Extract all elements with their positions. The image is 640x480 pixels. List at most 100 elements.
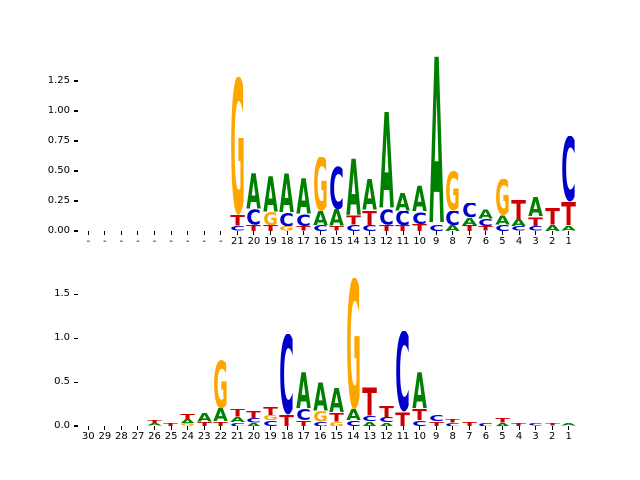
x-tick-label: - [185, 236, 190, 247]
svg-text:C: C [445, 423, 460, 427]
svg-text:G: G [313, 411, 328, 422]
svg-text:A: A [346, 409, 361, 420]
logo-letter-T: T [462, 225, 477, 231]
x-tick [551, 231, 553, 235]
x-tick [303, 231, 305, 235]
logo-letter-T: T [230, 215, 245, 226]
logo-letter-T: T [379, 225, 394, 231]
logo-letter-G: G [263, 415, 278, 420]
logo-letter-C: C [561, 136, 576, 202]
x-tick-label: 21 [231, 431, 244, 442]
svg-text:T: T [180, 414, 195, 419]
logo-letter-A: A [329, 388, 344, 413]
x-tick [369, 426, 371, 430]
x-tick-label: - [119, 236, 124, 247]
x-tick [120, 231, 122, 235]
x-tick [468, 426, 470, 430]
svg-text:T: T [512, 200, 527, 219]
logo-letter-C: C [329, 166, 344, 209]
x-tick-label: 10 [413, 236, 426, 247]
logo-letter-A: A [313, 382, 328, 411]
logo-letter-A: A [296, 372, 311, 409]
svg-text:C: C [512, 226, 527, 231]
y-tick [74, 140, 78, 142]
svg-text:T: T [296, 421, 311, 426]
x-tick [253, 231, 255, 235]
y-tick-label: 0.5 [54, 376, 70, 388]
svg-text:A: A [363, 179, 378, 210]
logo-letter-A: A [495, 215, 510, 225]
logo-letter-G: G [213, 360, 228, 408]
svg-text:A: A [313, 211, 328, 225]
logo-letter-A: A [363, 179, 378, 210]
x-tick-label: - [103, 236, 107, 247]
x-tick [452, 231, 454, 235]
logo-letter-C: C [528, 423, 543, 426]
x-tick [485, 426, 487, 430]
svg-text:C: C [280, 213, 295, 226]
logo-letter-C: C [495, 225, 510, 231]
svg-text:C: C [247, 418, 262, 422]
svg-text:C: C [313, 225, 328, 231]
x-tick [154, 426, 156, 430]
svg-text:T: T [230, 215, 245, 226]
svg-text:C: C [561, 136, 576, 202]
x-tick [319, 231, 321, 235]
y-tick [74, 293, 78, 295]
logo-letter-T: T [213, 422, 228, 426]
logo-letter-T: T [296, 226, 311, 231]
y-tick-label: 0.00 [47, 225, 70, 236]
x-tick-label: 1 [565, 236, 572, 247]
svg-text:C: C [412, 421, 427, 426]
logo-letter-T: T [512, 200, 527, 219]
logo-letter-C: C [280, 334, 295, 415]
svg-text:C: C [495, 225, 510, 231]
x-tick-label: 3 [532, 236, 539, 247]
x-tick [336, 426, 338, 430]
logo-letter-A: A [346, 409, 361, 420]
svg-text:A: A [147, 423, 162, 426]
logo-letter-T: T [429, 422, 444, 426]
x-tick-label: - [136, 236, 140, 247]
logo-letter-C: C [313, 225, 328, 231]
x-tick-label: 5 [499, 431, 506, 442]
x-tick [501, 426, 503, 430]
logo-letter-C: C [363, 225, 378, 231]
x-tick-label: - [169, 236, 173, 247]
logo-letter-C: C [462, 203, 477, 217]
logo-letter-C: C [396, 331, 411, 412]
logo-letter-C: C [445, 423, 460, 427]
svg-text:G: G [263, 415, 278, 420]
logo-letter-G: G [346, 278, 361, 410]
svg-text:C: C [230, 423, 245, 427]
logo-letter-A: A [412, 372, 427, 409]
y-tick-label: 0.50 [47, 165, 70, 176]
x-tick-label: 27 [131, 431, 145, 442]
svg-text:T: T [363, 387, 378, 416]
x-tick [170, 231, 172, 235]
logo-letter-C: C [429, 225, 444, 231]
logo-letter-A: A [180, 419, 195, 423]
svg-text:C: C [429, 225, 444, 231]
logo-letter-A: A [296, 178, 311, 214]
svg-text:T: T [561, 202, 576, 226]
svg-text:A: A [230, 417, 245, 422]
x-tick [203, 426, 205, 430]
svg-text:A: A [280, 173, 295, 213]
svg-text:C: C [247, 209, 262, 225]
logo-letter-T: T [379, 406, 394, 417]
x-tick [336, 231, 338, 235]
svg-text:C: C [296, 409, 311, 420]
x-tick-label: 7 [466, 236, 473, 247]
svg-text:T: T [396, 225, 411, 231]
svg-text:T: T [412, 224, 427, 231]
svg-text:T: T [396, 412, 411, 426]
x-tick-label: 19 [264, 236, 277, 247]
logo-letter-A: A [528, 197, 543, 216]
svg-text:T: T [363, 211, 378, 225]
logo-letter-T: T [164, 423, 179, 427]
logo-letter-T: T [545, 423, 560, 426]
x-tick-label: 12 [380, 236, 393, 247]
x-tick [253, 426, 255, 430]
